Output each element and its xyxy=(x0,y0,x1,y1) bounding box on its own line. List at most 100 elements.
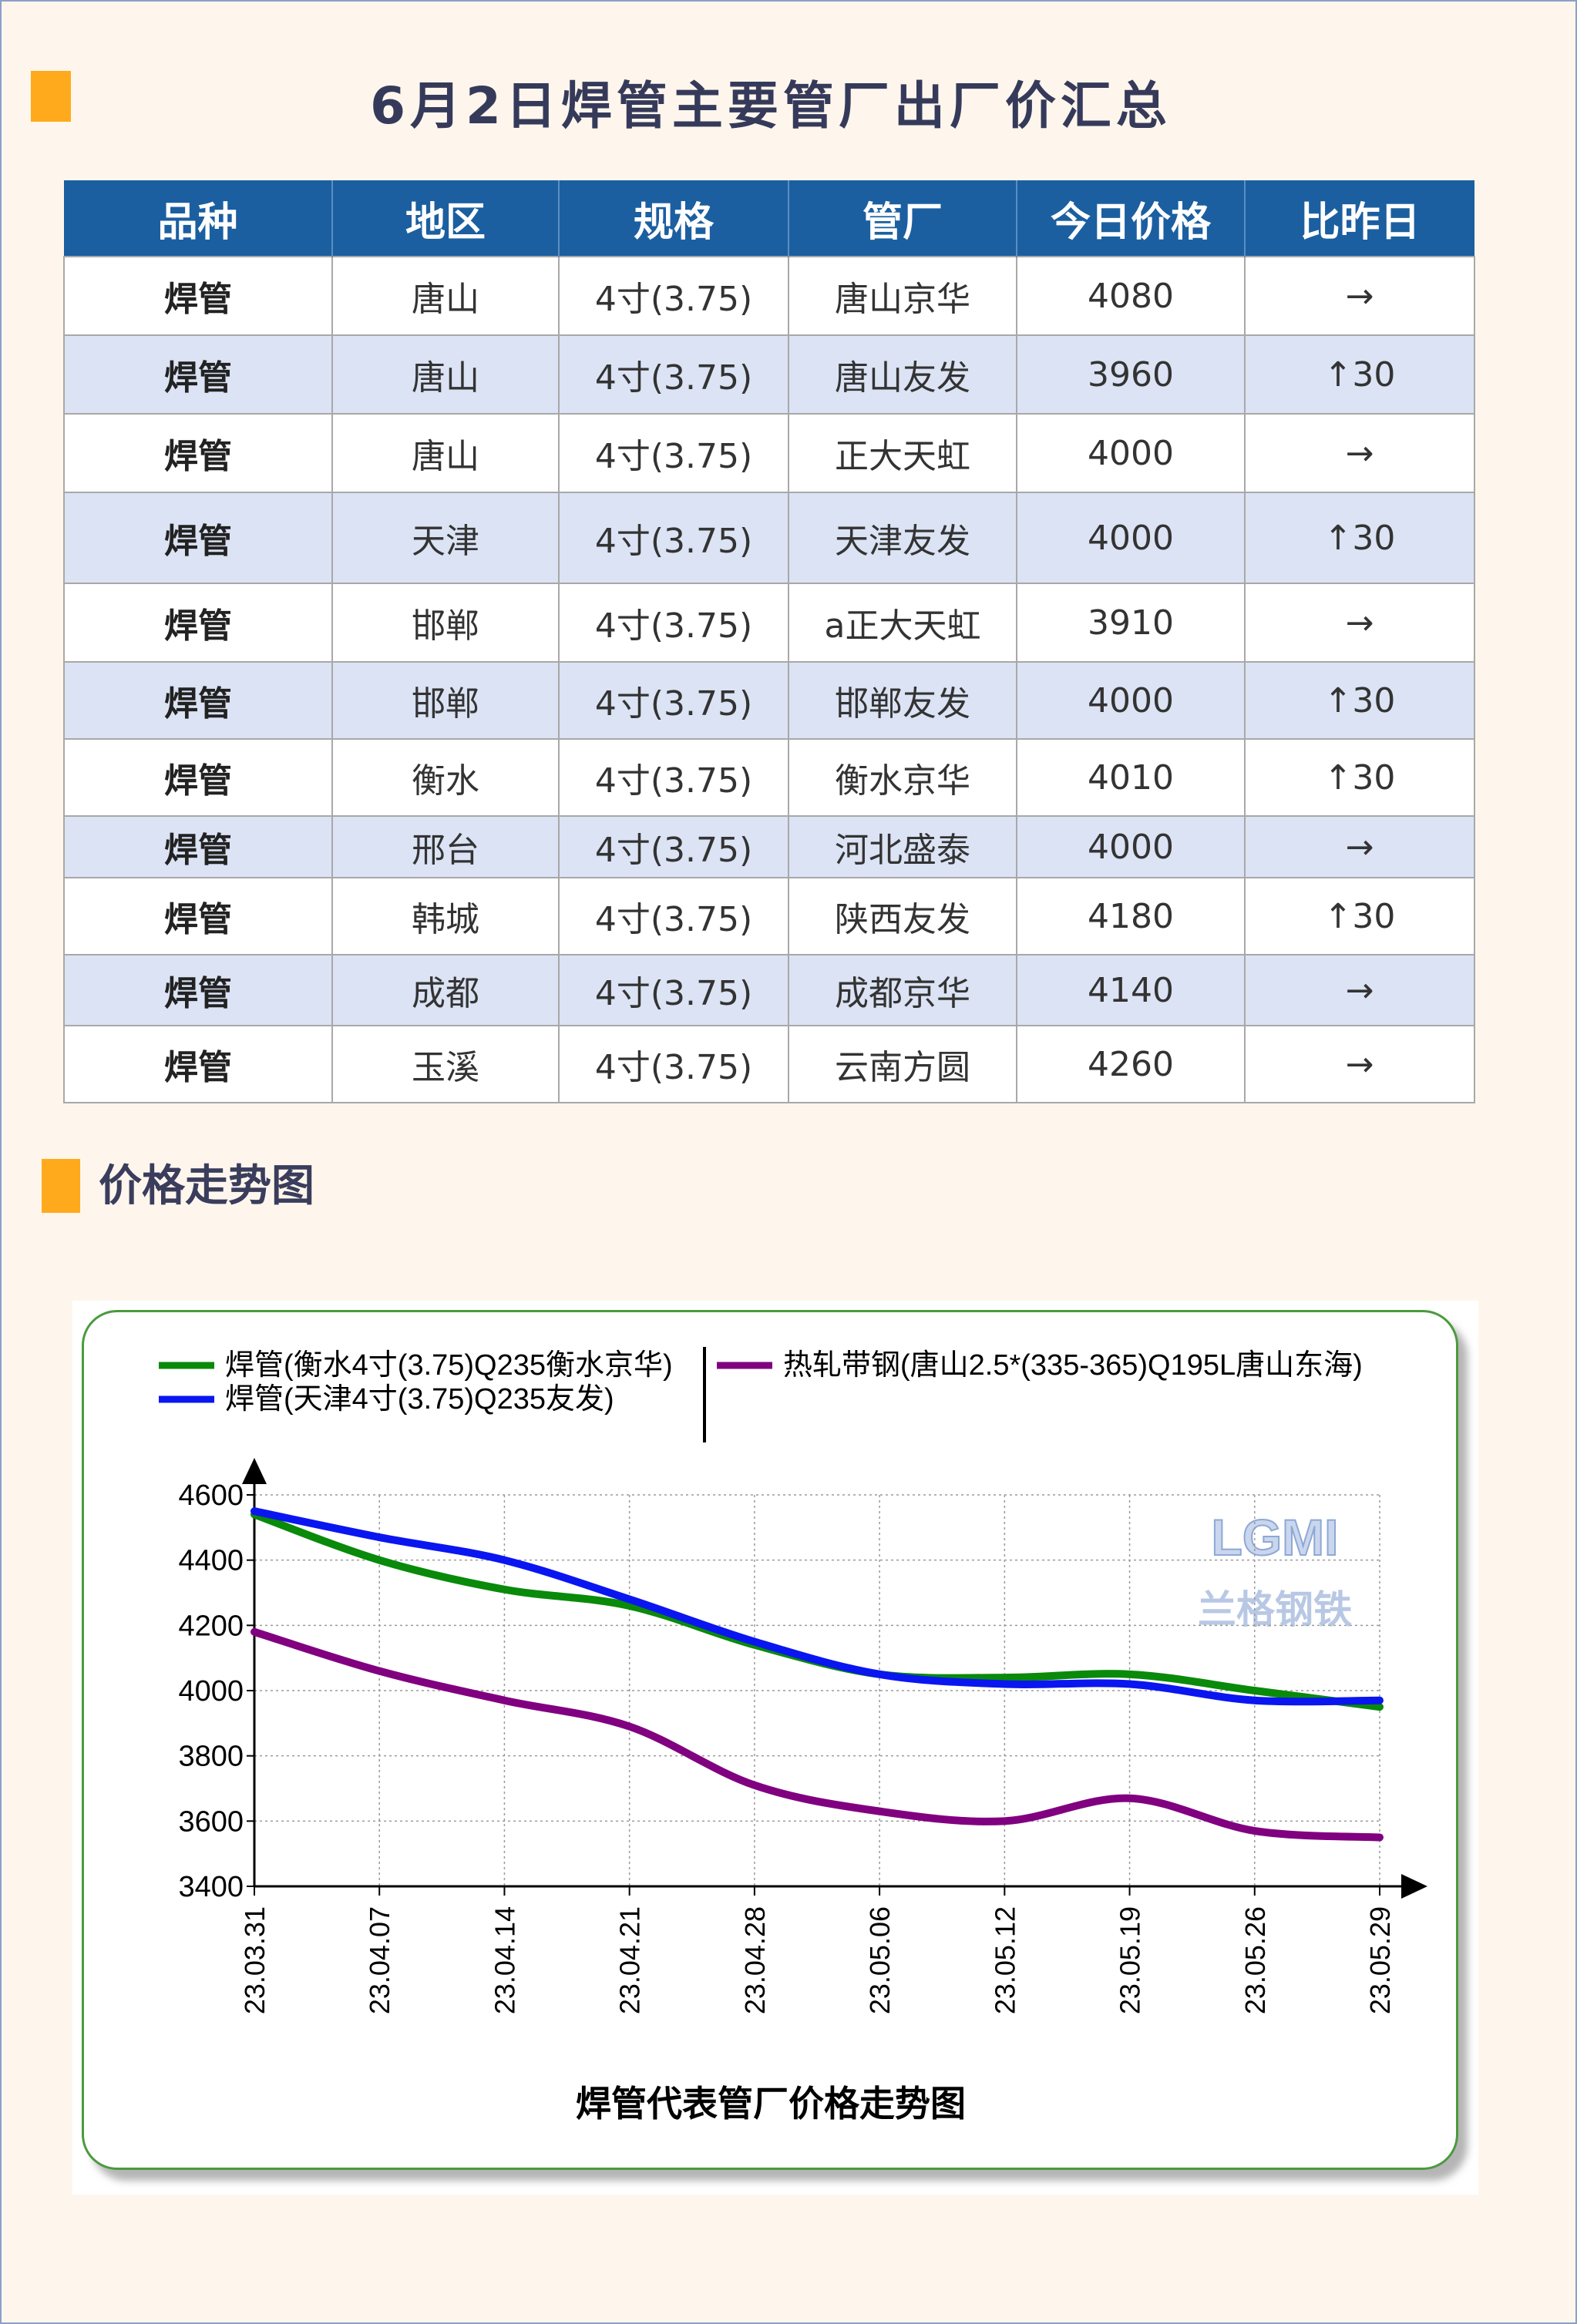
cell-price: 4140 xyxy=(1016,954,1246,1026)
cell-spec: 4寸(3.75) xyxy=(558,815,789,878)
table-row: 焊管 唐山 4寸(3.75) 唐山京华 4080 → xyxy=(63,256,1475,336)
cell-spec: 4寸(3.75) xyxy=(558,954,789,1026)
column-header-change: 比昨日 xyxy=(1245,180,1474,257)
cell-mill: 正大天虹 xyxy=(788,413,1017,493)
section-accent-marker xyxy=(42,1159,80,1213)
cell-variety: 焊管 xyxy=(63,334,333,415)
x-tick-label: 23.05.12 xyxy=(989,1906,1021,2014)
column-header-mill: 管厂 xyxy=(788,180,1017,257)
cell-region: 邯郸 xyxy=(331,661,560,740)
x-tick-label: 23.04.14 xyxy=(489,1906,520,2014)
watermark-logo: LGMI xyxy=(1212,1509,1339,1566)
price-trend-chart: LGMI 兰格钢铁 3400 3600 3800 4000 4200 4400 4600 23.0… xyxy=(159,1347,1427,2124)
page-title: 6月2日焊管主要管厂出厂价汇总 xyxy=(370,76,1172,136)
x-tick-label: 23.05.29 xyxy=(1364,1906,1396,2014)
x-tick-label: 23.04.07 xyxy=(364,1906,395,2014)
legend-label-1: 焊管(天津4寸(3.75)Q235友发) xyxy=(225,1383,614,1416)
cell-change: ↑30 xyxy=(1244,492,1475,584)
cell-region: 邯郸 xyxy=(331,583,560,663)
cell-price: 4000 xyxy=(1016,661,1246,740)
cell-spec: 4寸(3.75) xyxy=(558,413,789,493)
x-tick-label: 23.05.26 xyxy=(1239,1906,1271,2014)
cell-price: 3960 xyxy=(1016,334,1246,415)
cell-mill: 河北盛泰 xyxy=(788,815,1017,878)
cell-spec: 4寸(3.75) xyxy=(558,256,789,336)
cell-region: 玉溪 xyxy=(331,1025,560,1103)
cell-mill: 陕西友发 xyxy=(788,877,1017,955)
y-tick-label: 4000 xyxy=(178,1675,244,1708)
y-tick-label: 3800 xyxy=(178,1741,244,1773)
table-row: 焊管 唐山 4寸(3.75) 正大天虹 4000 → xyxy=(63,413,1475,493)
legend-label-2: 热轧带钢(唐山2.5*(335-365)Q195L唐山东海) xyxy=(783,1349,1363,1382)
cell-spec: 4寸(3.75) xyxy=(558,583,789,663)
cell-mill: 唐山友发 xyxy=(788,334,1017,415)
cell-region: 衡水 xyxy=(331,738,560,817)
cell-change: → xyxy=(1244,954,1475,1026)
watermark-caption: 兰格钢铁 xyxy=(1198,1588,1352,1631)
table-row: 焊管 衡水 4寸(3.75) 衡水京华 4010 ↑30 xyxy=(63,738,1475,817)
cell-variety: 焊管 xyxy=(63,1025,333,1103)
section-title: 价格走势图 xyxy=(99,1161,314,1211)
cell-variety: 焊管 xyxy=(63,583,333,663)
table-row: 焊管 邢台 4寸(3.75) 河北盛泰 4000 → xyxy=(63,815,1475,878)
cell-mill: 成都京华 xyxy=(788,954,1017,1026)
series-line-2 xyxy=(251,1627,1384,1842)
legend-label-0: 焊管(衡水4寸(3.75)Q235衡水京华) xyxy=(225,1349,673,1382)
cell-variety: 焊管 xyxy=(63,738,333,817)
price-summary-table: 品种 地区 规格 管厂 今日价格 比昨日 焊管 唐山 4寸(3.75) 唐山京华 408… xyxy=(63,180,1475,1103)
x-tick-label: 23.04.21 xyxy=(614,1906,646,2014)
chart-title: 焊管代表管厂价格走势图 xyxy=(576,2084,966,2124)
y-tick-label: 3400 xyxy=(178,1871,244,1903)
cell-region: 唐山 xyxy=(331,256,560,336)
cell-change: → xyxy=(1244,583,1475,663)
cell-variety: 焊管 xyxy=(63,413,333,493)
table-row: 焊管 成都 4寸(3.75) 成都京华 4140 → xyxy=(63,954,1475,1026)
column-header-variety: 品种 xyxy=(64,180,333,257)
title-accent-marker xyxy=(31,71,71,122)
y-tick-label: 4600 xyxy=(178,1479,244,1512)
column-header-price: 今日价格 xyxy=(1017,180,1246,257)
table-row: 焊管 唐山 4寸(3.75) 唐山友发 3960 ↑30 xyxy=(63,334,1475,415)
cell-region: 邢台 xyxy=(331,815,560,878)
cell-change: → xyxy=(1244,1025,1475,1103)
cell-variety: 焊管 xyxy=(63,661,333,740)
cell-change: ↑30 xyxy=(1244,661,1475,740)
cell-price: 4180 xyxy=(1016,877,1246,955)
table-row: 焊管 邯郸 4寸(3.75) 邯郸友发 4000 ↑30 xyxy=(63,661,1475,740)
cell-region: 韩城 xyxy=(331,877,560,955)
cell-price: 3910 xyxy=(1016,583,1246,663)
cell-spec: 4寸(3.75) xyxy=(558,661,789,740)
chart-card xyxy=(82,1310,1458,2170)
cell-variety: 焊管 xyxy=(63,877,333,955)
chart-frame: LGMI 兰格钢铁 3400 3600 3800 4000 4200 4400 4600 23.0… xyxy=(72,1301,1478,2195)
cell-spec: 4寸(3.75) xyxy=(558,1025,789,1103)
cell-region: 唐山 xyxy=(331,413,560,493)
cell-variety: 焊管 xyxy=(63,815,333,878)
cell-price: 4000 xyxy=(1016,413,1246,493)
x-axis-arrow-icon xyxy=(1401,1874,1427,1899)
cell-variety: 焊管 xyxy=(63,256,333,336)
x-tick-label: 23.05.06 xyxy=(864,1906,896,2014)
cell-price: 4010 xyxy=(1016,738,1246,817)
cell-change: ↑30 xyxy=(1244,877,1475,955)
cell-variety: 焊管 xyxy=(63,954,333,1026)
cell-change: ↑30 xyxy=(1244,334,1475,415)
y-tick-label: 3600 xyxy=(178,1805,244,1838)
table-row: 焊管 天津 4寸(3.75) 天津友发 4000 ↑30 xyxy=(63,492,1475,584)
cell-mill: 邯郸友发 xyxy=(788,661,1017,740)
cell-change: → xyxy=(1244,413,1475,493)
cell-price: 4080 xyxy=(1016,256,1246,336)
cell-mill: a正大天虹 xyxy=(788,583,1017,663)
cell-change: ↑30 xyxy=(1244,738,1475,817)
cell-mill: 天津友发 xyxy=(788,492,1017,584)
cell-change: → xyxy=(1244,256,1475,336)
cell-region: 唐山 xyxy=(331,334,560,415)
cell-region: 天津 xyxy=(331,492,560,584)
cell-spec: 4寸(3.75) xyxy=(558,492,789,584)
column-header-region: 地区 xyxy=(332,180,560,257)
y-axis-arrow-icon xyxy=(242,1458,267,1484)
cell-change: → xyxy=(1244,815,1475,878)
cell-spec: 4寸(3.75) xyxy=(558,877,789,955)
column-header-spec: 规格 xyxy=(559,180,789,257)
y-tick-label: 4200 xyxy=(178,1610,244,1642)
